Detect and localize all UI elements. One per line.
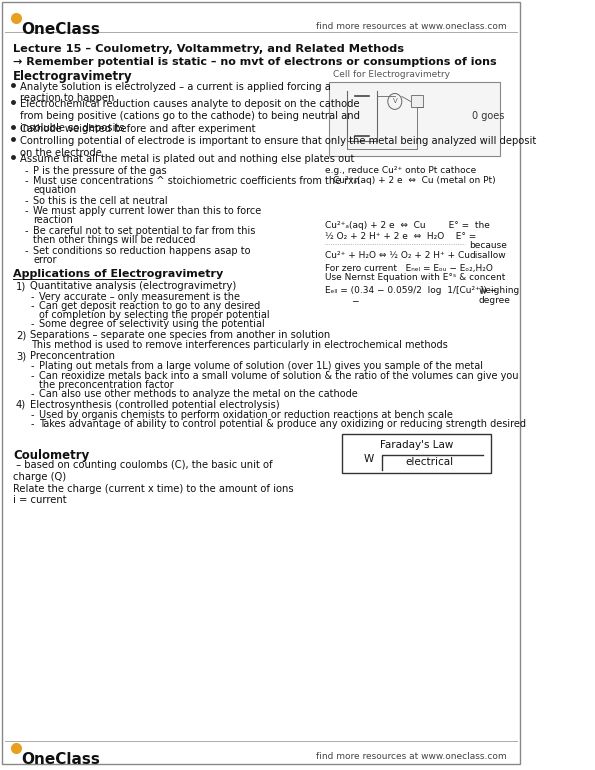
- Text: -: -: [31, 371, 34, 381]
- Text: Set conditions so reduction happens asap to: Set conditions so reduction happens asap…: [33, 246, 251, 256]
- Text: find more resources at www.oneclass.com: find more resources at www.oneclass.com: [315, 752, 506, 761]
- Text: E⁣ₑₗₗ = (0.34 − 0.059/2  log  1/[Cu²⁺]) −: E⁣ₑₗₗ = (0.34 − 0.059/2 log 1/[Cu²⁺]) −: [325, 286, 497, 296]
- Text: Faraday's Law: Faraday's Law: [380, 440, 453, 450]
- Text: reaction: reaction: [33, 215, 73, 225]
- Text: then other things will be reduced: then other things will be reduced: [33, 235, 196, 245]
- Text: Controlling potential of electrode is important to ensure that only the metal be: Controlling potential of electrode is im…: [20, 136, 537, 158]
- Text: OneClass: OneClass: [21, 22, 100, 37]
- Text: Cu²⁺ₐ(aq) + 2 e  ⇔  Cu (metal on Pt): Cu²⁺ₐ(aq) + 2 e ⇔ Cu (metal on Pt): [333, 176, 496, 185]
- Text: 0 goes: 0 goes: [472, 112, 505, 122]
- Text: equation: equation: [33, 185, 77, 195]
- Text: Be careful not to set potential to far from this: Be careful not to set potential to far f…: [33, 226, 256, 236]
- Text: Assume that all the metal is plated out and nothing else plates out: Assume that all the metal is plated out …: [20, 154, 355, 164]
- Text: -: -: [31, 301, 34, 311]
- Text: -: -: [24, 246, 28, 256]
- Text: Electrosynthesis (controlled potential electrolysis): Electrosynthesis (controlled potential e…: [30, 400, 280, 410]
- Text: the preconcentration factor: the preconcentration factor: [39, 380, 174, 390]
- Text: 4): 4): [16, 400, 26, 410]
- Text: Analyte solution is electrolyzed – a current is applied forcing a
reaction to ha: Analyte solution is electrolyzed – a cur…: [20, 82, 331, 103]
- Text: W: W: [364, 454, 374, 464]
- Bar: [411, 95, 423, 107]
- Text: -: -: [31, 389, 34, 399]
- Text: −: −: [351, 296, 358, 306]
- Text: ½ O₂ + 2 H⁺ + 2 e  ⇔  H₂O    E° =: ½ O₂ + 2 H⁺ + 2 e ⇔ H₂O E° =: [325, 232, 476, 241]
- Text: -: -: [31, 361, 34, 371]
- Text: Can also use other methods to analyze the metal on the cathode: Can also use other methods to analyze th…: [39, 389, 358, 399]
- Text: Cu²⁺ₐ(aq) + 2 e  ⇔  Cu        E° =  the: Cu²⁺ₐ(aq) + 2 e ⇔ Cu E° = the: [325, 221, 490, 229]
- Text: -: -: [31, 293, 34, 303]
- Text: -: -: [24, 166, 28, 176]
- Text: -: -: [24, 226, 28, 236]
- Text: Cu²⁺ + H₂O ⇔ ½ O₂ + 2 H⁺ + Cu: Cu²⁺ + H₂O ⇔ ½ O₂ + 2 H⁺ + Cu: [325, 250, 469, 259]
- Text: OneClass: OneClass: [21, 752, 100, 767]
- Text: because: because: [469, 241, 508, 249]
- Text: Quantitative analysis (electrogravimetry): Quantitative analysis (electrogravimetry…: [30, 282, 236, 292]
- Text: We must apply current lower than this to force: We must apply current lower than this to…: [33, 206, 262, 216]
- Text: -: -: [24, 196, 28, 206]
- Text: For zero current   Eₙₑₗ = Eₒᵤ − Eₒ₂,H₂O: For zero current Eₙₑₗ = Eₒᵤ − Eₒ₂,H₂O: [325, 263, 493, 273]
- Text: -: -: [31, 419, 34, 429]
- Text: -: -: [24, 206, 28, 216]
- Text: 1): 1): [16, 282, 26, 292]
- Text: Applications of Electrogravimetry: Applications of Electrogravimetry: [13, 269, 223, 279]
- Text: Takes advantage of ability to control potential & produce any oxidizing or reduc: Takes advantage of ability to control po…: [39, 419, 527, 429]
- Text: Can reoxidize metals back into a small volume of solution & the ratio of the vol: Can reoxidize metals back into a small v…: [39, 371, 519, 381]
- Text: degree: degree: [478, 296, 510, 306]
- Text: -: -: [31, 410, 34, 420]
- Text: 2): 2): [16, 330, 26, 340]
- Text: – based on counting coulombs (C), the basic unit of
charge (Q)
Relate the charge: – based on counting coulombs (C), the ba…: [13, 460, 294, 505]
- Text: of completion by selecting the proper potential: of completion by selecting the proper po…: [39, 310, 270, 320]
- Text: Cathode weighted before and after experiment: Cathode weighted before and after experi…: [20, 124, 256, 134]
- Text: -: -: [31, 320, 34, 330]
- Bar: [329, 82, 500, 156]
- Text: find more resources at www.oneclass.com: find more resources at www.oneclass.com: [315, 22, 506, 31]
- Text: e.g., reduce Cu²⁺ onto Pt cathoce: e.g., reduce Cu²⁺ onto Pt cathoce: [325, 166, 476, 175]
- Text: Lecture 15 – Coulometry, Voltammetry, and Related Methods: Lecture 15 – Coulometry, Voltammetry, an…: [13, 44, 404, 54]
- Text: This method is used to remove interferences particularly in electrochemical meth: This method is used to remove interferen…: [31, 340, 447, 350]
- Text: weighing: weighing: [478, 286, 519, 296]
- Text: Electrogravimetry: Electrogravimetry: [13, 69, 133, 82]
- Text: → Remember potential is static – no mvt of electrons or consumptions of ions: → Remember potential is static – no mvt …: [13, 57, 497, 67]
- Text: P is the pressure of the gas: P is the pressure of the gas: [33, 166, 167, 176]
- Text: Electrochemical reduction causes analyte to deposit on the cathode
from being po: Electrochemical reduction causes analyte…: [20, 99, 360, 132]
- Text: disallow: disallow: [469, 250, 506, 259]
- Text: electrical: electrical: [406, 457, 454, 467]
- Text: Can get deposit reaction to go to any desired: Can get deposit reaction to go to any de…: [39, 301, 261, 311]
- Text: Separations – separate one species from another in solution: Separations – separate one species from …: [30, 330, 330, 340]
- Text: error: error: [33, 255, 57, 265]
- Text: Must use concentrations ^ stoichiometric coefficients from the rxn: Must use concentrations ^ stoichiometric…: [33, 176, 361, 186]
- Text: Preconcentration: Preconcentration: [30, 351, 115, 361]
- Text: Coulometry: Coulometry: [13, 449, 89, 461]
- Text: Use Nernst Equation with E°ˢ & concent: Use Nernst Equation with E°ˢ & concent: [325, 273, 505, 283]
- Text: Cell for Electrogravimetry: Cell for Electrogravimetry: [333, 69, 450, 79]
- Text: V: V: [393, 99, 397, 105]
- Text: Used by organis chemists to perform oxidation or reduction reactions at bench sc: Used by organis chemists to perform oxid…: [39, 410, 453, 420]
- Text: Plating out metals from a large volume of solution (over 1L) gives you sample of: Plating out metals from a large volume o…: [39, 361, 484, 371]
- Text: Some degree of selectivity using the potential: Some degree of selectivity using the pot…: [39, 320, 265, 330]
- Text: -: -: [24, 176, 28, 186]
- Text: Very accurate – only measurement is the: Very accurate – only measurement is the: [39, 293, 240, 303]
- Text: 3): 3): [16, 351, 26, 361]
- Text: So this is the cell at neutral: So this is the cell at neutral: [33, 196, 168, 206]
- Bar: [342, 434, 491, 474]
